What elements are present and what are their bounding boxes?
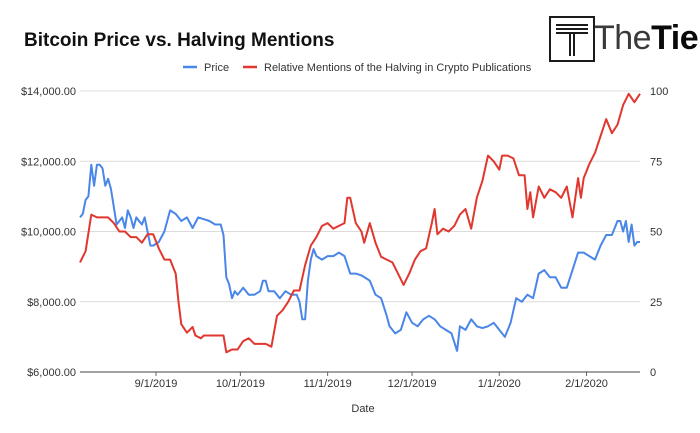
y-right-tick-label: 75 [650, 156, 662, 168]
the-tie-logo-icon [549, 16, 595, 62]
y-right-tick-label: 50 [650, 227, 662, 239]
y-left-tick-label: $12,000.00 [21, 156, 76, 168]
brand-wordmark: TheTie [594, 19, 699, 58]
x-tick-label: 11/1/2019 [304, 378, 352, 390]
price-series-line [79, 163, 640, 352]
x-tick-label: 1/1/2020 [478, 378, 521, 390]
brand-bold: Tie [651, 19, 699, 57]
y-axis-right: 0 25 50 75 100 [650, 86, 668, 379]
x-tick-label: 2/1/2020 [565, 378, 608, 390]
chart-title: Bitcoin Price vs. Halving Mentions [24, 30, 335, 51]
x-tick-label: 12/1/2019 [388, 378, 437, 390]
y-left-tick-label: $8,000.00 [27, 297, 76, 309]
legend-mentions-label: Relative Mentions of the Halving in Cryp… [264, 62, 532, 74]
series-lines [79, 92, 641, 354]
y-left-tick-label: $10,000.00 [21, 227, 76, 239]
legend: Price Relative Mentions of the Halving i… [183, 62, 532, 74]
x-tick-label: 10/1/2019 [216, 378, 265, 390]
mentions-series-line [79, 92, 641, 354]
y-right-tick-label: 0 [650, 367, 656, 379]
y-left-tick-label: $6,000.00 [27, 367, 76, 379]
y-left-tick-label: $14,000.00 [21, 86, 76, 98]
y-axis-left: $6,000.00 $8,000.00 $10,000.00 $12,000.00 $1… [21, 86, 76, 379]
x-axis: 9/1/2019 10/1/2019 11/1/2019 12/1/2019 1/1/2… [80, 371, 640, 390]
legend-price-label: Price [204, 62, 229, 74]
y-right-tick-label: 25 [650, 297, 662, 309]
brand-light: The [594, 19, 652, 57]
x-axis-title: Date [351, 403, 374, 415]
x-tick-label: 9/1/2019 [135, 378, 178, 390]
y-right-tick-label: 100 [650, 86, 668, 98]
